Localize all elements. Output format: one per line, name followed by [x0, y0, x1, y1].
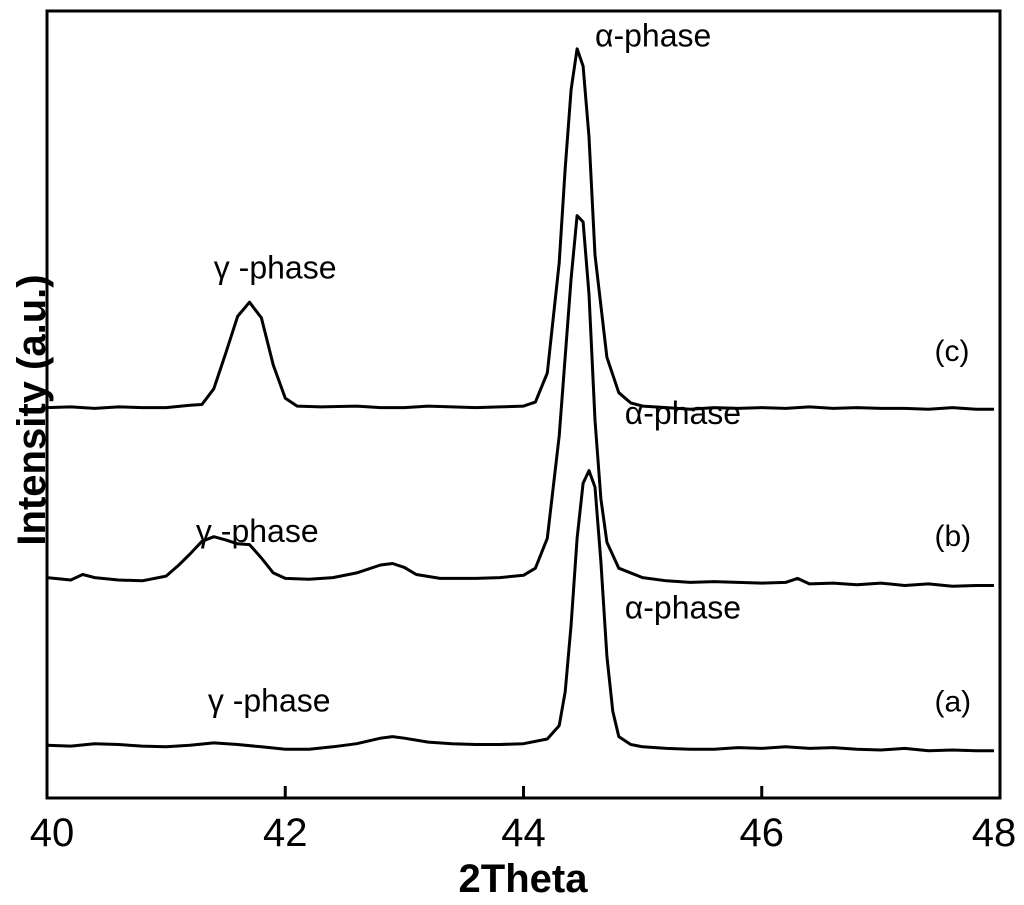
y-axis-title: Intensity (a.u.) [10, 274, 54, 545]
series-label: (b) [934, 520, 971, 553]
phase-annotation: α-phase [625, 590, 741, 626]
x-axis-title: 2Theta [459, 857, 589, 901]
x-ticks: 40 42 44 46 48 [30, 786, 1017, 855]
x-tick-label: 42 [263, 811, 308, 855]
phase-annotation: γ -phase [208, 682, 331, 718]
annotations: α-phase γ -phase (c) α-phase γ -phase (b) α-ph… [196, 17, 971, 718]
phase-annotation: γ -phase [214, 250, 337, 286]
x-tick-label: 48 [972, 811, 1017, 855]
series-line [46, 214, 994, 588]
series-label: (c) [934, 335, 969, 368]
series-line [46, 469, 994, 753]
phase-annotation: α-phase [595, 17, 711, 53]
x-tick-label: 46 [740, 811, 785, 855]
series-label: (a) [934, 685, 971, 718]
series-line [46, 47, 994, 411]
x-tick-label: 44 [501, 811, 546, 855]
phase-annotation: α-phase [625, 395, 741, 431]
series-traces [46, 47, 994, 753]
x-tick-label: 40 [30, 811, 75, 855]
phase-annotation: γ -phase [196, 513, 319, 549]
